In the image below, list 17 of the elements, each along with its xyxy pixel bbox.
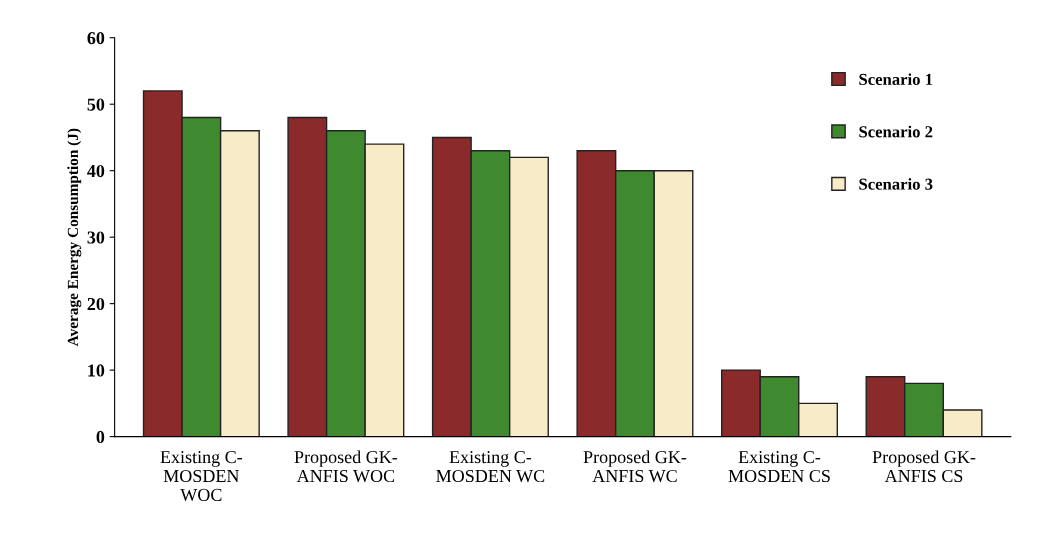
y-axis-title: Average Energy Consumption (J) <box>67 128 82 347</box>
y-tick-label: 50 <box>87 98 105 111</box>
y-tick-label: 10 <box>88 364 105 377</box>
legend-label: Scenario 3 <box>859 178 933 190</box>
legend-label: Scenario 1 <box>859 73 933 85</box>
y-tick-label: 0 <box>96 430 105 444</box>
x-tick-label: Existing C- MOSDEN WOC <box>160 451 243 502</box>
x-tick-label: Proposed GK- ANFIS WC <box>583 450 687 483</box>
legend-label: Scenario 2 <box>859 125 933 138</box>
y-tick-label: 20 <box>87 297 105 311</box>
y-tick-label: 60 <box>87 31 105 45</box>
y-tick-label: 30 <box>87 231 105 244</box>
x-tick-label: Existing C- MOSDEN CS <box>728 451 830 483</box>
y-tick-label: 40 <box>87 164 105 178</box>
x-tick-label: Proposed GK- ANFIS CS <box>872 450 976 483</box>
x-tick-label: Existing C- MOSDEN WC <box>436 451 545 483</box>
x-tick-label: Proposed GK- ANFIS WOC <box>294 450 398 483</box>
